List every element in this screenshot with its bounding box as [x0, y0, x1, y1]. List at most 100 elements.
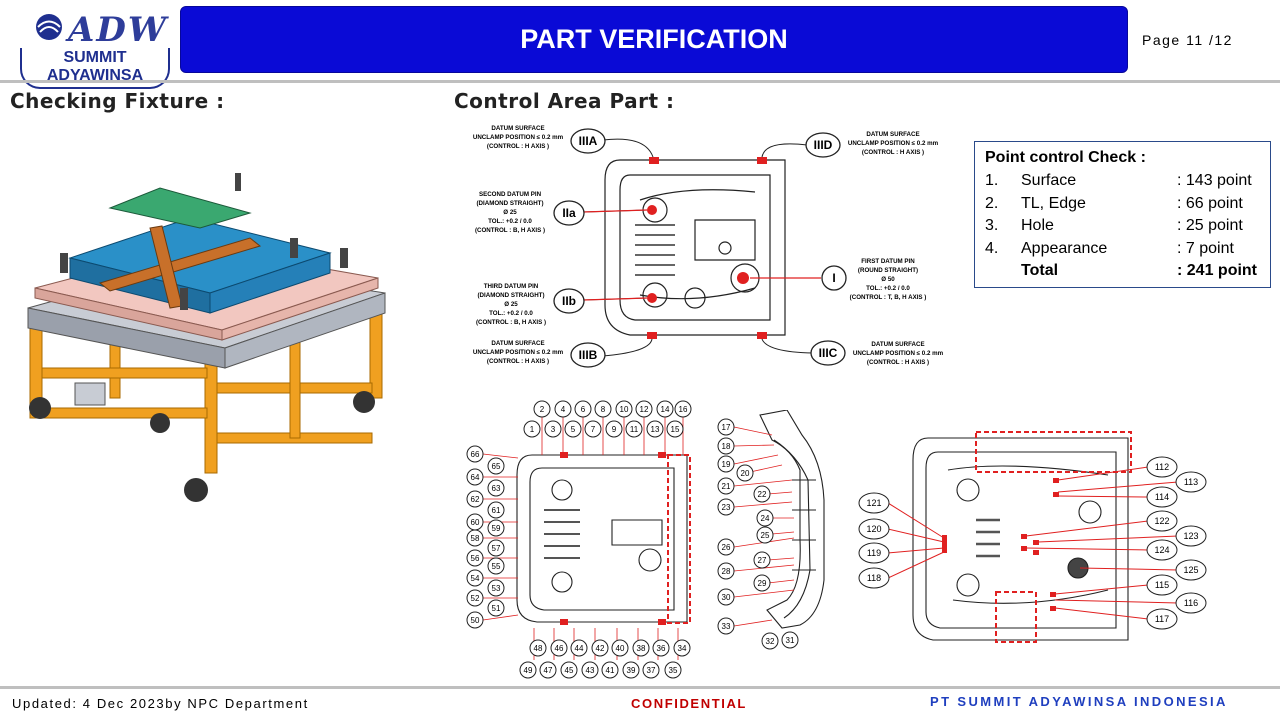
- note-iiid-line1: DATUM SURFACE: [866, 131, 919, 138]
- total-label: Total: [1021, 262, 1059, 280]
- point-label-8: 8: [601, 405, 606, 414]
- datum-label-IIIB: IIIB: [579, 348, 598, 362]
- point-label-57: 57: [492, 544, 501, 553]
- point-label-24: 24: [761, 514, 770, 523]
- note-iia-line5: (CONTROL : B, H AXIS ): [475, 227, 545, 234]
- point-label-36: 36: [657, 644, 666, 653]
- point-label-12: 12: [640, 405, 649, 414]
- point-row-tl-edge: 2. TL, Edge : 66 point: [985, 193, 1260, 216]
- note-iib-line5: (CONTROL : B, H AXIS ): [476, 319, 546, 326]
- point-label-49: 49: [524, 666, 533, 675]
- point-label-120: 120: [866, 524, 881, 534]
- point-label-62: 62: [471, 495, 480, 504]
- point-label-21: 21: [722, 482, 731, 491]
- point-label-6: 6: [581, 405, 586, 414]
- checking-fixture-image: [27, 173, 386, 502]
- row-number: 1.: [985, 172, 999, 190]
- row-label: Surface: [1021, 172, 1077, 190]
- company-logo: ADW SUMMIT ADYAWINSA: [18, 8, 170, 89]
- point-label-48: 48: [534, 644, 543, 653]
- note-iiib-line3: (CONTROL : H AXIS ): [487, 358, 549, 365]
- note-i-line1: FIRST DATUM PIN: [861, 258, 915, 265]
- note-iib-line1: THIRD DATUM PIN: [484, 283, 539, 290]
- point-label-66: 66: [471, 450, 480, 459]
- point-label-125: 125: [1183, 565, 1198, 575]
- point-control-box: Point control Check : 1. Surface : 143 p…: [974, 141, 1271, 288]
- note-iiia-line1: DATUM SURFACE: [491, 125, 544, 132]
- point-label-55: 55: [492, 562, 501, 571]
- point-label-124: 124: [1154, 545, 1169, 555]
- company-name: PT SUMMIT ADYAWINSA INDONESIA: [930, 694, 1228, 709]
- note-i-line5: (CONTROL : T, B, H AXIS ): [850, 294, 927, 301]
- point-row-appearance: 4. Appearance : 7 point: [985, 238, 1260, 261]
- datum-diagram: IIIA IIID IIa IIb I IIIB IIIC DATUM SURF…: [473, 125, 944, 368]
- page-title: PART VERIFICATION: [520, 24, 788, 54]
- note-iiid-line3: (CONTROL : H AXIS ): [862, 149, 924, 156]
- point-label-26: 26: [722, 543, 731, 552]
- point-row-total: Total : 241 point: [985, 260, 1260, 283]
- edge-points-diagram: 2 4 6 8 10 12 14 16 1 3 5 7 9 11 13 15 6…: [466, 400, 692, 679]
- point-label-115: 115: [1155, 580, 1169, 590]
- point-label-117: 117: [1155, 614, 1169, 624]
- note-i-line4: TOL.: +0.2 / 0.0: [866, 285, 910, 292]
- datum-label-I: I: [832, 271, 835, 285]
- point-label-10: 10: [620, 405, 629, 414]
- point-row-surface: 1. Surface : 143 point: [985, 170, 1260, 193]
- datum-label-IIID: IIID: [814, 138, 833, 152]
- note-iiic-line1: DATUM SURFACE: [871, 341, 924, 348]
- note-iiib-line2: UNCLAMP POSITION ≤ 0.2 mm: [473, 349, 564, 356]
- title-bar: PART VERIFICATION: [180, 6, 1128, 73]
- point-label-19: 19: [722, 460, 731, 469]
- point-label-25: 25: [761, 531, 770, 540]
- point-label-29: 29: [758, 579, 767, 588]
- logo-globe-icon: [36, 14, 62, 40]
- datum-label-IIb: IIb: [562, 294, 576, 308]
- point-label-113: 113: [1184, 477, 1198, 487]
- logo-word: ADW: [68, 10, 169, 50]
- bottom-divider: [0, 686, 1280, 689]
- point-label-7: 7: [591, 425, 596, 434]
- logo-company-name: SUMMIT ADYAWINSA: [20, 48, 170, 89]
- note-iiia-line3: (CONTROL : H AXIS ): [487, 143, 549, 150]
- point-label-118: 118: [867, 573, 881, 583]
- point-label-37: 37: [647, 666, 656, 675]
- point-label-13: 13: [651, 425, 660, 434]
- point-label-121: 121: [866, 498, 881, 508]
- point-label-123: 123: [1183, 531, 1198, 541]
- point-label-46: 46: [555, 644, 564, 653]
- note-iib-line2: (DIAMOND STRAIGHT): [477, 292, 544, 299]
- row-value: : 66 point: [1177, 194, 1243, 212]
- control-area-heading: Control Area Part :: [454, 89, 675, 113]
- checking-fixture-heading: Checking Fixture :: [10, 89, 225, 113]
- row-value: : 7 point: [1177, 239, 1234, 257]
- point-label-4: 4: [561, 405, 566, 414]
- point-label-5: 5: [571, 425, 576, 434]
- point-label-32: 32: [766, 637, 775, 646]
- row-number: 3.: [985, 217, 999, 235]
- datum-label-IIIC: IIIC: [819, 346, 838, 360]
- point-label-114: 114: [1155, 492, 1169, 502]
- note-i-line2: (ROUND STRAIGHT): [858, 267, 918, 274]
- row-label: Appearance: [1021, 239, 1108, 257]
- point-label-51: 51: [492, 604, 501, 613]
- note-iiib-line1: DATUM SURFACE: [491, 340, 544, 347]
- point-label-31: 31: [786, 636, 795, 645]
- point-label-35: 35: [669, 666, 678, 675]
- point-label-50: 50: [471, 616, 480, 625]
- point-label-56: 56: [471, 554, 480, 563]
- point-label-28: 28: [722, 567, 731, 576]
- row-value: : 25 point: [1177, 217, 1243, 235]
- note-iib-line3: Ø 25: [504, 301, 518, 308]
- datum-label-IIa: IIa: [562, 206, 576, 220]
- point-label-34: 34: [678, 644, 687, 653]
- note-iia-line2: (DIAMOND STRAIGHT): [476, 200, 543, 207]
- point-label-17: 17: [722, 423, 731, 432]
- row-value: : 143 point: [1177, 172, 1252, 190]
- note-iiic-line2: UNCLAMP POSITION ≤ 0.2 mm: [853, 350, 944, 357]
- row-label: TL, Edge: [1021, 194, 1086, 212]
- row-number: 2.: [985, 194, 999, 212]
- point-label-3: 3: [551, 425, 556, 434]
- point-label-1: 1: [530, 425, 535, 434]
- point-label-33: 33: [722, 622, 731, 631]
- point-label-41: 41: [606, 666, 615, 675]
